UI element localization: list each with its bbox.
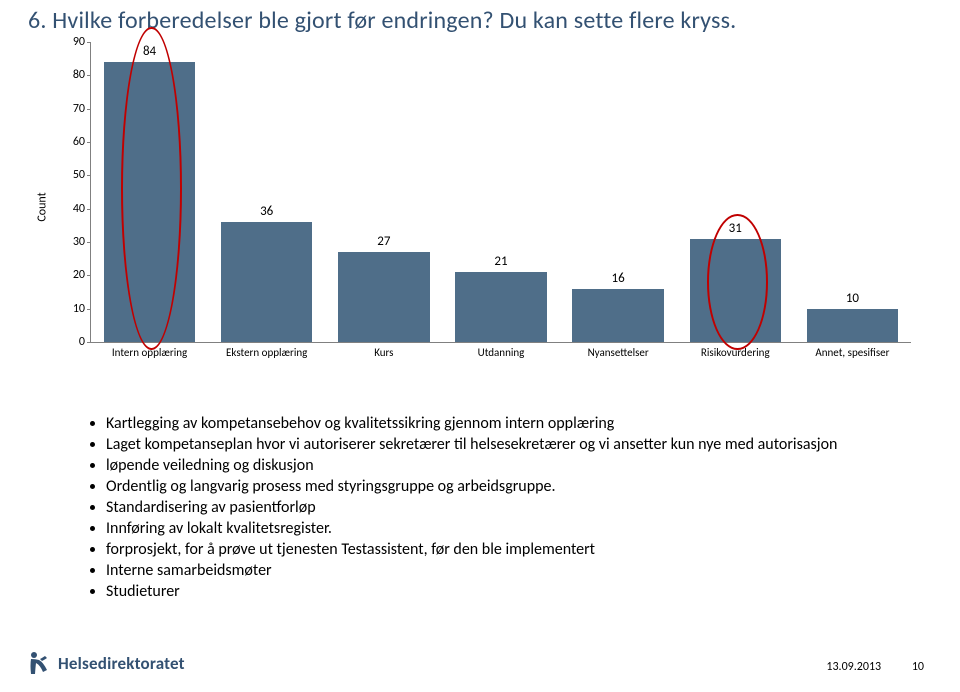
bullet-item: løpende veiledning og diskusjon	[106, 456, 888, 476]
chart-bar: 21	[455, 272, 546, 342]
y-tick-label: 40	[61, 202, 85, 216]
bullet-item: forprosjekt, for å prøve ut tjenesten Te…	[106, 540, 888, 560]
bullet-item: Innføring av lokalt kvalitetsregister.	[106, 519, 888, 539]
highlight-ellipse	[707, 214, 768, 350]
highlight-ellipse	[121, 27, 182, 350]
bullet-item: Interne samarbeidsmøter	[106, 561, 888, 581]
y-tick-label: 20	[61, 268, 85, 282]
chart-plot: 010203040506070809084Intern opplæring36E…	[90, 42, 911, 343]
y-tick-mark	[87, 275, 91, 276]
helsedirektoratet-icon	[28, 650, 52, 676]
footer-page: 10	[912, 660, 924, 674]
y-tick-mark	[87, 109, 91, 110]
bullet-item: Kartlegging av kompetansebehov og kvalit…	[106, 414, 888, 434]
y-tick-mark	[87, 209, 91, 210]
y-tick-mark	[87, 242, 91, 243]
bullet-list: Kartlegging av kompetansebehov og kvalit…	[88, 414, 888, 603]
y-tick-label: 90	[61, 35, 85, 49]
chart-bar: 16	[572, 289, 663, 342]
bar-value-label: 21	[455, 254, 546, 269]
chart-bar: 27	[338, 252, 429, 342]
slide: 6. Hvilke forberedelser ble gjort før en…	[0, 0, 960, 692]
footer-meta: 13.09.2013 10	[798, 660, 924, 674]
bar-value-label: 16	[572, 271, 663, 286]
chart-area: Count 010203040506070809084Intern opplær…	[50, 42, 920, 372]
y-tick-label: 70	[61, 102, 85, 116]
footer-logo-text: Helsedirektoratet	[58, 653, 185, 674]
bar-value-label: 27	[338, 234, 429, 249]
bar-value-label: 10	[807, 291, 898, 306]
y-tick-mark	[87, 142, 91, 143]
chart-bar: 10	[807, 309, 898, 342]
y-tick-label: 50	[61, 168, 85, 182]
x-category-label: Kurs	[374, 346, 393, 359]
y-tick-mark	[87, 75, 91, 76]
y-tick-label: 10	[61, 302, 85, 316]
y-tick-label: 60	[61, 135, 85, 149]
footer-logo: Helsedirektoratet	[28, 650, 185, 676]
bullet-item: Laget kompetanseplan hvor vi autoriserer…	[106, 435, 888, 455]
y-tick-label: 30	[61, 235, 85, 249]
y-tick-mark	[87, 342, 91, 343]
bullet-item: Ordentlig og langvarig prosess med styri…	[106, 477, 888, 497]
x-category-label: Nyansettelser	[588, 346, 649, 359]
y-tick-label: 0	[61, 335, 85, 349]
x-category-label: Annet, spesifiser	[815, 346, 889, 359]
bullet-item: Studieturer	[106, 582, 888, 602]
footer-date: 13.09.2013	[826, 660, 881, 674]
bullet-item: Standardisering av pasientforløp	[106, 498, 888, 518]
y-tick-mark	[87, 175, 91, 176]
page-title: 6. Hvilke forberedelser ble gjort før en…	[28, 6, 736, 35]
chart-bar: 36	[221, 222, 312, 342]
x-category-label: Utdanning	[478, 346, 525, 359]
bar-value-label: 36	[221, 204, 312, 219]
x-category-label: Ekstern opplæring	[226, 346, 307, 359]
y-tick-mark	[87, 42, 91, 43]
y-tick-mark	[87, 309, 91, 310]
y-axis-label: Count	[36, 192, 50, 221]
y-tick-label: 80	[61, 68, 85, 82]
